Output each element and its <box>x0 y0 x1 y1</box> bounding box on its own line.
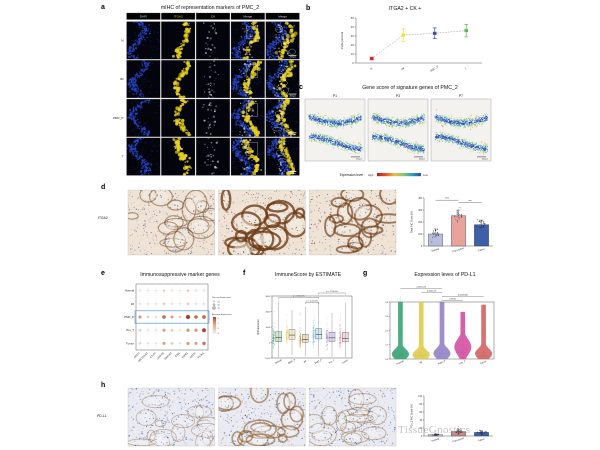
panel-g-title: Expression leves of PD-L1 <box>414 272 476 278</box>
panel-g-violin: 0.0 0.1 0.2 0.3 0.4 Normal IM PMC_P Pro_T Tumor 4.… <box>370 280 498 372</box>
panel-h-chart: 0 20 40 60 80 100 PD-L1 IHC Score (%) Normal Par… <box>404 388 496 446</box>
panel-h-letter: h <box>101 382 106 389</box>
svg-text:50: 50 <box>351 16 354 20</box>
svg-text:CK: CK <box>211 15 216 19</box>
panel-h-ihc <box>127 387 397 447</box>
panel-b-chart: 0 10 20 30 40 50 Cells percent N IM PMC_P T <box>330 14 490 76</box>
svg-text:20: 20 <box>351 43 354 47</box>
panel-e-letter: e <box>101 270 105 277</box>
svg-text:200μm: 200μm <box>289 95 296 97</box>
svg-text:P3: P3 <box>396 94 400 98</box>
svg-text:P1: P1 <box>333 94 337 98</box>
svg-text:Merge: Merge <box>278 15 287 19</box>
panel-h-row-label: PD-L1 <box>97 414 107 418</box>
panel-e-dotplot: Normal IM PMC_P Pro_T Tumor CD274 PDCD1LG2 CTLA… <box>112 280 242 372</box>
svg-text:T: T <box>464 66 468 70</box>
svg-text:200μm: 200μm <box>289 173 296 175</box>
svg-text:N: N <box>121 38 123 42</box>
panel-e-title: Immunosuppressive marker genes <box>140 272 220 278</box>
svg-text:200μm: 200μm <box>289 57 296 59</box>
panel-g-letter: g <box>363 270 368 277</box>
panel-a-letter: a <box>101 4 105 11</box>
panel-a-title: mIHC of representation markers of PMC_2 <box>160 5 260 11</box>
svg-text:30: 30 <box>351 34 354 38</box>
panel-b-title: ITGA2 + CK + <box>388 6 422 12</box>
panel-a-grid: DAPI ITGA2 CK Merge Merge N IM PMC_P T 200μm 200μm… <box>112 12 300 176</box>
svg-text:Cells percent: Cells percent <box>340 32 344 50</box>
panel-c-letter: c <box>299 84 303 91</box>
svg-text:40: 40 <box>351 25 354 29</box>
svg-text:DAPI: DAPI <box>140 15 147 19</box>
panel-f-boxplot: -1000 0 1000 2000 3000 ImmuneScore Normal GMC_P… <box>250 280 355 372</box>
svg-text:T: T <box>122 155 124 159</box>
svg-text:0: 0 <box>352 61 354 65</box>
panel-d-chart: 0 100 200 300 400 Total IHC Score (%) Normal Pa… <box>404 190 496 256</box>
svg-text:IM: IM <box>120 77 124 81</box>
svg-text:10: 10 <box>351 52 354 56</box>
panel-c-maps: P1 500μm P3 500μm P7 500μm Expression level Hig… <box>304 92 495 180</box>
panel-d-row-label: ITGA2 <box>98 216 108 220</box>
panel-f-letter: f <box>243 270 246 277</box>
svg-text:PMC_P: PMC_P <box>113 116 124 120</box>
panel-d-letter: d <box>101 184 106 191</box>
svg-text:Merge: Merge <box>243 15 252 19</box>
panel-f-title: ImmuneScore by ESTIMATE <box>274 272 342 278</box>
watermark: TissueGnostics <box>398 424 471 436</box>
svg-text:PMC_P: PMC_P <box>429 64 439 73</box>
panel-b-letter: b <box>306 5 311 12</box>
panel-c-title: Gene score of signature genes of PMC_2 <box>362 85 458 91</box>
svg-text:500μm: 500μm <box>356 158 362 160</box>
svg-text:ITGA2: ITGA2 <box>174 15 183 19</box>
svg-text:IM: IM <box>400 66 405 71</box>
svg-text:N: N <box>369 66 373 70</box>
svg-text:200μm: 200μm <box>289 134 296 136</box>
panel-d-ihc <box>127 189 397 256</box>
